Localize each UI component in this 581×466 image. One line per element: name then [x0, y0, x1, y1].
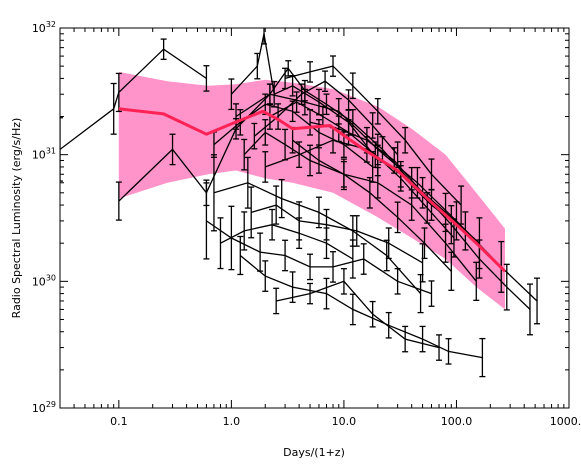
x-tick-label: 10.0 [332, 415, 357, 428]
y-tick-label: 1029 [32, 400, 56, 415]
light-curve-7 [228, 28, 381, 177]
light-curve-1 [60, 38, 210, 182]
y-tick-label: 1030 [32, 273, 56, 288]
light-curve-3 [203, 182, 435, 307]
x-tick-label: 1000.0 [550, 415, 581, 428]
light-curve-line [284, 65, 462, 206]
x-tick-label: 0.1 [110, 415, 128, 428]
light-curve-15 [251, 70, 401, 168]
median-line [118, 107, 507, 273]
light-curve-line [230, 33, 379, 161]
light-curve-8 [233, 60, 483, 270]
light-curve-line [235, 67, 480, 244]
x-axis-title: Days/(1+z) [283, 446, 345, 459]
light-curve-17 [217, 208, 356, 279]
light-curve-18 [289, 126, 455, 291]
light-curve-4 [237, 235, 486, 378]
light-curve-5 [273, 268, 443, 361]
x-tick-label: 1.0 [223, 415, 241, 428]
light-curve-line [276, 280, 440, 349]
median-layer [118, 107, 507, 273]
x-tick-label: 100.0 [441, 415, 473, 428]
y-tick-label: 1031 [32, 147, 56, 162]
y-tick-label: 1032 [32, 20, 56, 35]
y-axis-title: Radio Spectral Luminosity (erg/s/Hz) [10, 118, 23, 319]
light-curve-line [220, 224, 354, 260]
plot-frame [59, 27, 570, 409]
axis-layer: 0.1 1.0 10.0 100.0 1000.0 1029 1030 1031 1032 [32, 20, 581, 428]
